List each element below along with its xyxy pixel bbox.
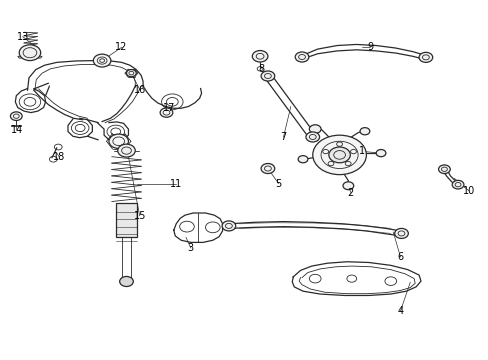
Circle shape xyxy=(342,182,353,190)
Text: 7: 7 xyxy=(280,132,286,142)
Circle shape xyxy=(19,45,41,60)
Circle shape xyxy=(109,134,128,148)
Text: 1: 1 xyxy=(358,146,364,156)
Text: 17: 17 xyxy=(163,103,175,113)
Circle shape xyxy=(93,54,111,67)
Circle shape xyxy=(359,128,369,135)
Text: 6: 6 xyxy=(397,252,403,262)
Text: 15: 15 xyxy=(133,211,145,221)
Circle shape xyxy=(222,221,235,231)
Circle shape xyxy=(328,147,349,163)
Text: 13: 13 xyxy=(17,32,29,41)
Text: 8: 8 xyxy=(258,64,264,74)
Text: 4: 4 xyxy=(397,306,403,316)
Circle shape xyxy=(261,71,274,81)
Circle shape xyxy=(305,132,319,142)
Polygon shape xyxy=(11,125,21,126)
Bar xyxy=(116,203,137,237)
Text: 12: 12 xyxy=(115,42,127,52)
Circle shape xyxy=(126,69,136,77)
Circle shape xyxy=(120,276,133,287)
Circle shape xyxy=(438,165,449,174)
Text: 3: 3 xyxy=(187,243,194,253)
Text: 2: 2 xyxy=(347,188,353,198)
Text: 9: 9 xyxy=(366,42,373,52)
Circle shape xyxy=(394,228,407,238)
Circle shape xyxy=(295,52,308,62)
Circle shape xyxy=(118,144,135,157)
Polygon shape xyxy=(18,56,42,58)
Circle shape xyxy=(375,149,385,157)
Text: 16: 16 xyxy=(134,85,146,95)
Circle shape xyxy=(298,156,307,163)
Circle shape xyxy=(160,108,172,117)
Text: 11: 11 xyxy=(170,179,182,189)
Circle shape xyxy=(10,112,22,121)
Circle shape xyxy=(418,52,432,62)
Circle shape xyxy=(252,50,267,62)
Text: 18: 18 xyxy=(53,152,65,162)
Circle shape xyxy=(309,125,321,134)
Circle shape xyxy=(261,163,274,174)
Circle shape xyxy=(312,135,366,175)
Text: 10: 10 xyxy=(462,186,474,196)
Text: 5: 5 xyxy=(275,179,281,189)
Text: 14: 14 xyxy=(11,125,23,135)
Circle shape xyxy=(451,180,463,189)
